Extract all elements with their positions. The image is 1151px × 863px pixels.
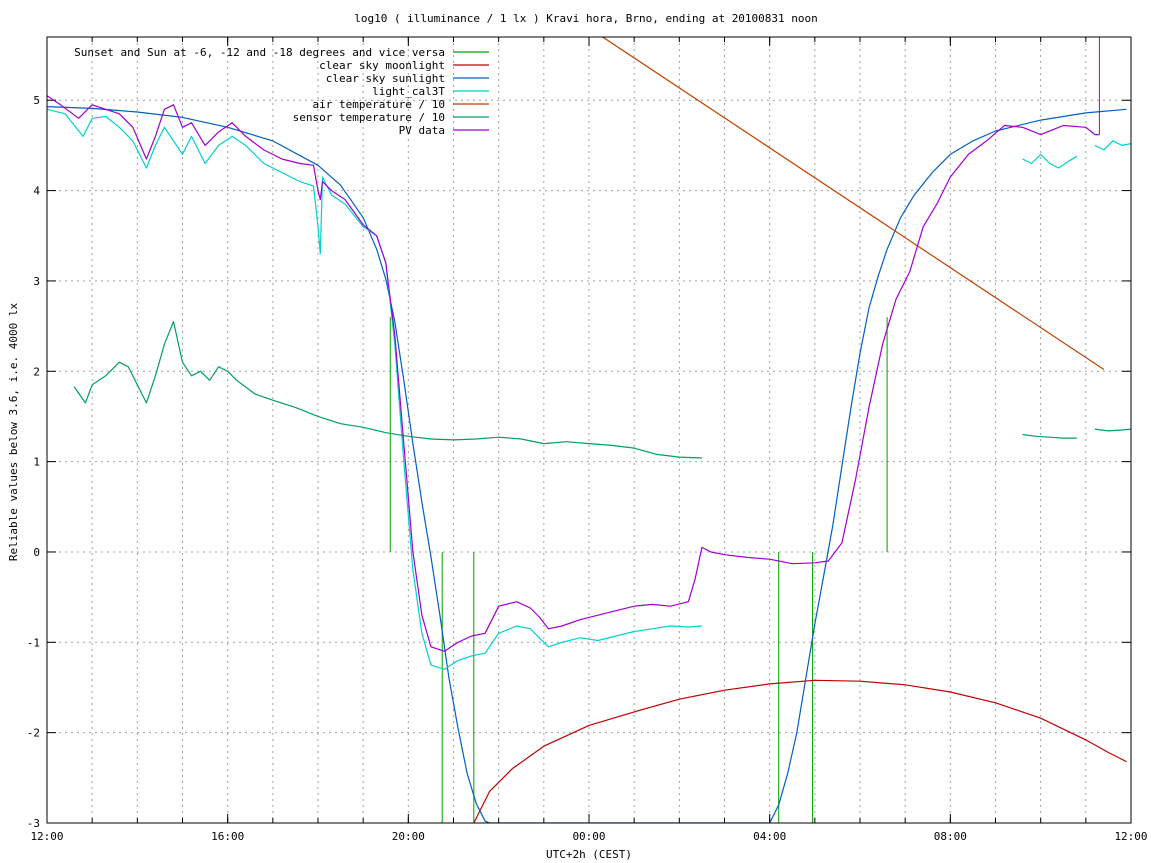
legend-label-light-cal3t: light_cal3T xyxy=(372,85,445,98)
y-tick-label: -3 xyxy=(27,817,40,830)
y-tick-label: -2 xyxy=(27,727,40,740)
series-sensor-temperature-10-line xyxy=(1094,428,1131,432)
legend-label-clear-sky-moonlight: clear sky moonlight xyxy=(319,59,445,72)
legend-label-sunset-and-sun-at-6-12-and-18-degrees-and-vice-versa: Sunset and Sun at -6, -12 and -18 degree… xyxy=(74,46,445,59)
y-tick-label: -1 xyxy=(27,636,40,649)
y-tick-label: 3 xyxy=(33,275,40,288)
x-axis-label: UTC+2h (CEST) xyxy=(546,848,632,861)
x-tick-label: 08:00 xyxy=(934,830,967,843)
series-light-cal3t-line xyxy=(47,108,702,671)
x-tick-label: 16:00 xyxy=(211,830,244,843)
legend-label-pv-data: PV data xyxy=(399,124,445,137)
series-light-cal3t-line xyxy=(1094,140,1131,151)
x-tick-label: 12:00 xyxy=(1114,830,1147,843)
x-tick-label: 12:00 xyxy=(30,830,63,843)
chart-title: log10 ( illuminance / 1 lx ) Kravi hora,… xyxy=(354,12,818,25)
grid-lines xyxy=(47,37,1131,823)
y-tick-label: 0 xyxy=(33,546,40,559)
series-group xyxy=(47,37,1131,823)
y-tick-label: 4 xyxy=(33,185,40,198)
series-layer xyxy=(47,37,1131,823)
series-clear-sky-sunlight-line xyxy=(47,106,1127,823)
y-axis-label: Reliable values below 3.6, i.e. 4000 lx xyxy=(7,302,20,561)
series-light-cal3t-line xyxy=(1022,153,1078,169)
legend-label-sensor-temperature-10: sensor temperature / 10 xyxy=(293,111,445,124)
series-sensor-temperature-10-line xyxy=(73,321,702,459)
legend: Sunset and Sun at -6, -12 and -18 degree… xyxy=(74,46,489,137)
series-clear-sky-moonlight-line xyxy=(473,679,1127,823)
legend-label-clear-sky-sunlight: clear sky sunlight xyxy=(326,72,445,85)
series-sensor-temperature-10-line xyxy=(1022,433,1077,439)
y-tick-label: 5 xyxy=(33,94,40,107)
y-tick-label: 2 xyxy=(33,365,40,378)
y-tick-label: 1 xyxy=(33,456,40,469)
x-tick-label: 04:00 xyxy=(753,830,786,843)
x-tick-label: 00:00 xyxy=(572,830,605,843)
plot-frame xyxy=(46,36,1132,824)
series-pv-data-line xyxy=(47,95,1100,652)
series-air-temperature-10-line xyxy=(602,37,1105,371)
axis-ticks: -3 -2 -1 0 1 2 3 4 5 12:00 16:00 20:00 00:00 04:00 08:… xyxy=(27,37,1148,843)
legend-label-air-temperature-10: air temperature / 10 xyxy=(313,98,445,111)
x-tick-label: 20:00 xyxy=(392,830,425,843)
